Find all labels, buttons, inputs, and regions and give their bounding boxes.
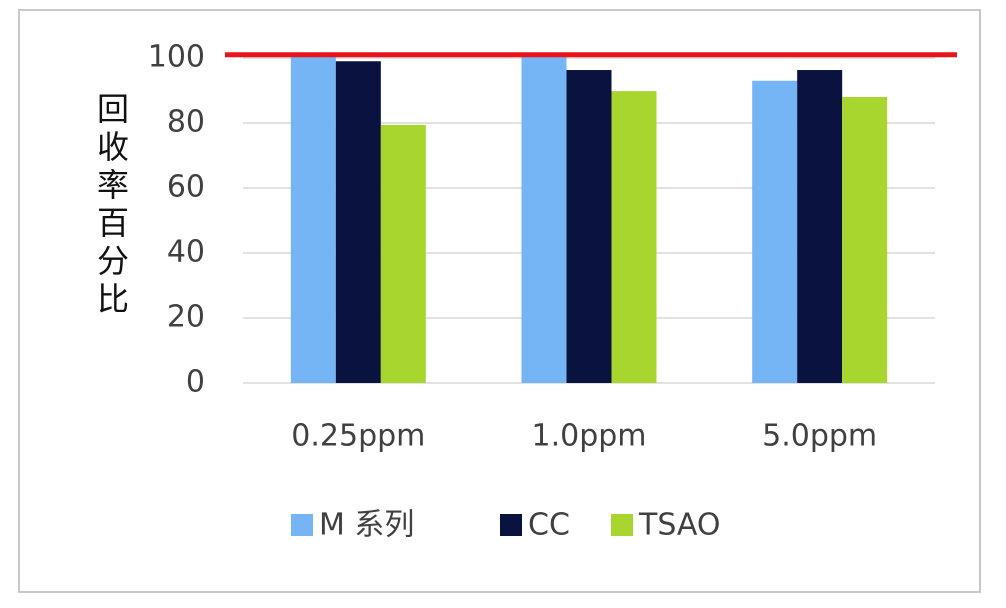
bar: [611, 91, 657, 384]
bar: [566, 70, 612, 384]
legend-swatch: [611, 514, 633, 536]
x-tick-label: 0.25ppm: [291, 419, 425, 454]
legend-label: CC: [528, 508, 570, 543]
y-tick-label: 20: [167, 300, 205, 335]
y-tick-label: 100: [148, 40, 205, 75]
legend-swatch: [500, 514, 522, 536]
legend-label: TSAO: [638, 508, 721, 543]
y-tick-label: 60: [167, 170, 205, 205]
y-axis-label: 回收率百分比: [92, 92, 130, 320]
y-tick-label: 40: [167, 235, 205, 270]
bar: [842, 97, 888, 383]
bar: [752, 80, 798, 383]
y-tick-label: 80: [167, 105, 205, 140]
bar: [335, 61, 381, 383]
x-tick-label: 5.0ppm: [762, 419, 877, 454]
bar: [521, 54, 567, 383]
bar: [290, 54, 336, 383]
legend-label: M 系列: [319, 508, 414, 543]
bar: [380, 124, 426, 383]
legend-swatch: [291, 514, 313, 536]
x-tick-label: 1.0ppm: [531, 419, 646, 454]
y-tick-label: 0: [186, 365, 205, 400]
bar: [797, 70, 843, 384]
